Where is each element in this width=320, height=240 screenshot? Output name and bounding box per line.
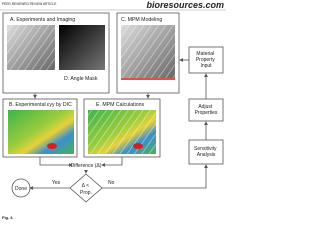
hotspot-e — [133, 143, 143, 149]
panel-e-label: E. MPM Calculations — [96, 102, 145, 108]
image-a-stripes — [7, 25, 55, 70]
done — [11, 178, 31, 198]
panel-a-label: A. Experiments and Imaging — [10, 17, 75, 23]
decision-line: Δ < — [82, 183, 89, 189]
panel-c-label: C. MPM Modeling — [121, 17, 162, 23]
image-b — [8, 110, 74, 154]
image-c-stripes — [121, 25, 175, 80]
arrow-b-diff — [39, 157, 73, 167]
no-label: No — [108, 180, 115, 186]
material-line: Input — [200, 63, 212, 69]
page: {"header":{"journal_tag":"PEER-REVIEWED … — [0, 0, 226, 220]
decision-label: Δ < Prop. — [80, 183, 92, 196]
material-line: Property — [196, 57, 215, 63]
arrow-e-diff — [101, 157, 123, 167]
arrow-no — [102, 164, 208, 189]
panel-b-label: B. Experimental εyy by DIC — [9, 102, 72, 108]
caption: Fig. 4. — [2, 215, 14, 220]
material-box — [188, 46, 224, 74]
decision — [69, 173, 103, 203]
panel-d-label: D. Angle Mask — [64, 76, 98, 82]
difference-label: Difference (Δ) — [71, 163, 102, 169]
image-c-edge — [121, 78, 175, 80]
adjust-line: Adjust — [198, 104, 213, 110]
sensitivity-label: Sensitivity Analysis — [194, 146, 218, 158]
image-e-stripes — [88, 110, 156, 154]
adjust-line: Properties — [195, 110, 218, 116]
done-label: Done — [15, 186, 27, 192]
sensitivity-line: Analysis — [197, 152, 216, 158]
sensitivity-line: Sensitivity — [194, 146, 217, 152]
sensitivity-box — [188, 139, 224, 165]
figure: PEER-REVIEWED REVIEW ARTICLE bioresource… — [0, 0, 226, 220]
decision-line: Prop. — [80, 190, 92, 196]
site: bioresources.com — [146, 0, 224, 10]
material-label: Material Property Input — [196, 51, 216, 69]
image-d — [59, 25, 105, 70]
material-line: Material — [196, 51, 214, 57]
adjust-label: Adjust Properties — [195, 104, 218, 116]
yes-label: Yes — [52, 180, 61, 186]
hotspot-b — [47, 143, 57, 149]
journal-tag: PEER-REVIEWED REVIEW ARTICLE — [2, 2, 56, 6]
